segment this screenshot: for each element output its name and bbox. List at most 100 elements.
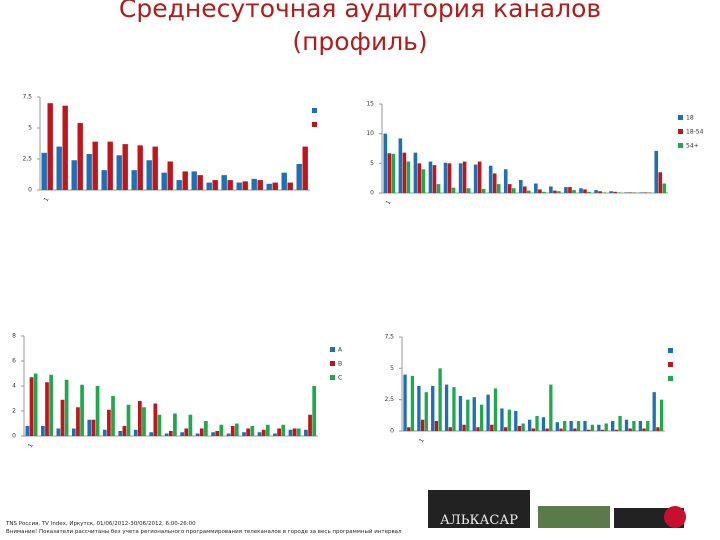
bar <box>490 424 494 431</box>
bar <box>62 105 68 190</box>
bar <box>493 388 498 431</box>
bar <box>642 428 646 431</box>
bar <box>403 374 407 431</box>
bar <box>503 427 508 431</box>
bar <box>107 141 113 190</box>
bar <box>617 192 621 193</box>
bar <box>387 153 392 193</box>
bar <box>277 428 281 436</box>
bar <box>212 180 218 190</box>
bar <box>273 433 277 436</box>
bar <box>281 424 286 436</box>
subtitle: (профиль) <box>292 27 428 56</box>
bar <box>226 433 231 436</box>
bar <box>476 427 480 431</box>
bar <box>111 396 115 436</box>
y-tick-label: 5 <box>390 365 394 372</box>
bar <box>553 190 557 193</box>
bar <box>234 423 239 436</box>
bar <box>176 180 182 190</box>
bar <box>587 429 591 431</box>
bar <box>230 426 235 436</box>
bar <box>557 191 561 193</box>
bar <box>257 180 263 190</box>
bar <box>583 189 587 193</box>
y-tick-label: 10 <box>366 130 374 137</box>
x-tick-label: 1 <box>43 196 51 203</box>
bar <box>101 170 107 190</box>
title-block: Среднесуточная аудитория каналов (профил… <box>0 0 720 58</box>
bar <box>647 192 652 193</box>
legend-swatch <box>678 143 683 148</box>
bar <box>188 414 193 436</box>
legend-label: B <box>338 361 342 368</box>
legend-swatch <box>668 348 673 353</box>
bar <box>219 424 224 436</box>
bar <box>421 169 426 193</box>
bar <box>287 182 293 190</box>
bar <box>221 175 227 190</box>
bar <box>33 373 38 436</box>
y-tick-label: 4 <box>12 383 16 390</box>
bar <box>604 423 608 431</box>
bar <box>292 428 297 436</box>
bar <box>555 422 559 431</box>
bar <box>652 392 656 431</box>
bar <box>417 385 421 431</box>
bar <box>638 420 643 431</box>
bar <box>531 428 535 431</box>
legend-swatch <box>312 122 317 127</box>
bar <box>261 429 266 436</box>
bar <box>646 420 650 431</box>
bar <box>573 428 577 431</box>
bar <box>624 192 628 193</box>
bar <box>296 163 302 190</box>
bar <box>92 141 98 190</box>
legend-swatch <box>330 347 335 352</box>
bar <box>507 409 511 431</box>
bar <box>628 428 632 431</box>
bar <box>590 424 595 431</box>
bar <box>87 419 92 436</box>
bar <box>29 377 34 436</box>
bar <box>614 429 619 431</box>
legend-label: 18-54 <box>686 129 704 136</box>
y-tick-label: 6 <box>12 358 16 365</box>
bar <box>564 187 568 193</box>
bar <box>639 192 644 193</box>
bar <box>161 172 167 190</box>
bar <box>56 428 61 436</box>
x-tick-label: 1 <box>418 437 426 444</box>
bar <box>173 413 177 436</box>
bar <box>122 426 127 436</box>
bar <box>559 428 563 431</box>
bar <box>436 184 441 193</box>
logo-alkasar: АЛЬКАСАР <box>428 490 530 528</box>
bar <box>611 420 615 431</box>
bar <box>535 415 539 431</box>
legend-swatch <box>678 129 683 134</box>
bar <box>583 420 587 431</box>
bar <box>632 420 636 431</box>
bar <box>541 417 546 431</box>
bar <box>41 426 45 436</box>
bar <box>432 165 437 193</box>
bar <box>576 420 581 431</box>
note: Внимание! Показатели рассчитаны без учет… <box>6 529 402 535</box>
bar <box>424 392 428 431</box>
y-tick-label: 0 <box>390 428 394 435</box>
bar <box>659 399 664 431</box>
bar <box>473 164 478 193</box>
bar <box>195 433 200 436</box>
bar <box>624 419 629 431</box>
bar <box>107 409 111 436</box>
y-tick-label: 2,5 <box>384 396 394 403</box>
bar <box>126 404 131 436</box>
bar <box>71 160 77 190</box>
bar <box>199 428 204 436</box>
bar <box>80 384 84 436</box>
bar <box>142 407 146 436</box>
bar <box>492 173 497 193</box>
bar <box>538 189 542 193</box>
bar <box>265 424 270 436</box>
